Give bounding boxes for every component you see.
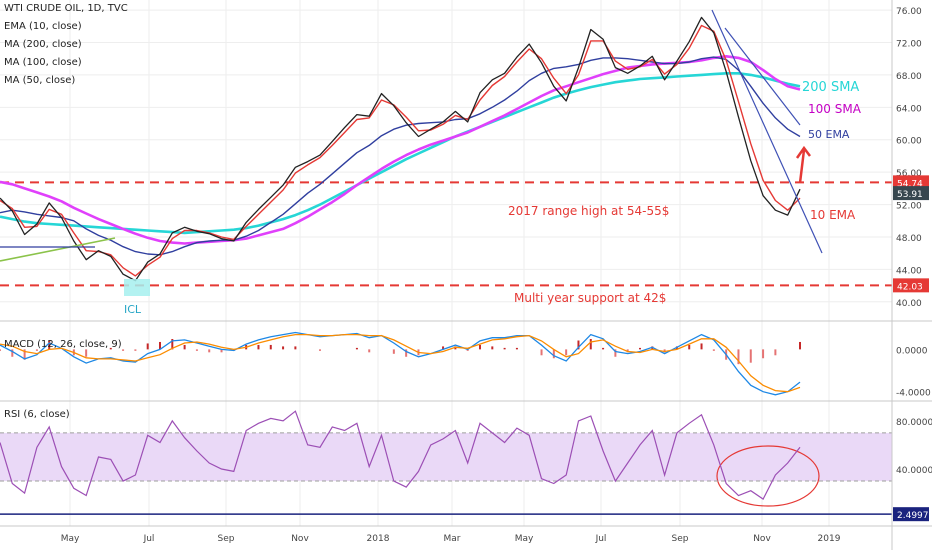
time-tick-0: May — [61, 534, 80, 544]
indicator-ma100-label[interactable]: MA (100, close) — [4, 57, 82, 68]
price-tick-7: 48.00 — [896, 234, 922, 244]
time-tick-6: May — [515, 534, 534, 544]
ema50-annotation: 50 EMA — [808, 128, 850, 141]
time-tick-4: 2018 — [367, 534, 390, 544]
range-high-annotation: 2017 range high at 54-55$ — [508, 204, 669, 218]
support-annotation: Multi year support at 42$ — [514, 291, 666, 305]
sma100-annotation: 100 SMA — [808, 102, 862, 116]
last-badge-bg — [893, 186, 929, 201]
rsi-label[interactable]: RSI (6, close) — [4, 409, 70, 420]
support-badge-bg — [893, 278, 929, 293]
indicator-ema10-label[interactable]: EMA (10, close) — [4, 21, 82, 32]
horizontal-levels — [0, 181, 892, 287]
price-tick-6: 52.00 — [896, 202, 922, 212]
symbol-label[interactable]: WTI CRUDE OIL, 1D, TVC — [4, 3, 128, 14]
price-tick-0: 76.00 — [896, 7, 922, 17]
resistance-badge-bg — [893, 175, 929, 190]
price-tick-5: 56.00 — [896, 169, 922, 179]
annotations-group: ICL 2017 range high at 54-55$ Multi year… — [0, 9, 862, 507]
icl-box — [124, 279, 150, 296]
time-tick-3: Nov — [291, 534, 309, 544]
support-badge-label: 42.03 — [897, 282, 923, 292]
macd-panel: 0.0000 -4.0000 — [0, 331, 931, 399]
macd-line — [0, 331, 801, 396]
macd-label[interactable]: MACD (12, 26, close, 9) — [4, 339, 122, 350]
macd-tick-1: -4.0000 — [896, 389, 931, 399]
time-tick-1: Jul — [143, 534, 155, 544]
indicator-ma50-label[interactable]: MA (50, close) — [4, 75, 76, 86]
rsi-panel: 2.4997 80.0000 40.0000 — [0, 410, 932, 522]
rsi-tick-1: 40.0000 — [896, 466, 932, 476]
price-tick-1: 72.00 — [896, 40, 922, 50]
time-axis[interactable]: May Jul Sep Nov 2018 Mar May Jul Sep Nov 2019 — [61, 534, 841, 544]
series-ema-10 — [0, 24, 801, 277]
price-tick-3: 64.00 — [896, 104, 922, 114]
time-tick-8: Sep — [672, 534, 689, 544]
price-tick-8: 44.00 — [896, 266, 922, 276]
macd-tick-0: 0.0000 — [896, 346, 928, 356]
price-series-group — [0, 16, 801, 282]
rsi-tick-0: 80.0000 — [896, 418, 932, 428]
trendline-upper — [711, 9, 823, 254]
time-tick-7: Jul — [595, 534, 607, 544]
price-tick-4: 60.00 — [896, 137, 922, 147]
ema10-annotation: 10 EMA — [810, 208, 856, 222]
sma200-annotation: 200 SMA — [802, 80, 859, 95]
trendline-lower — [724, 27, 801, 126]
time-tick-9: Nov — [753, 534, 771, 544]
rsi-line — [0, 410, 801, 500]
price-tick-9: 40.00 — [896, 299, 922, 309]
price-tick-2: 68.00 — [896, 72, 922, 82]
red-up-arrow-icon — [795, 145, 811, 184]
series-ma-50 — [0, 56, 801, 256]
macd-signal-line — [0, 333, 801, 393]
indicator-ma200-label[interactable]: MA (200, close) — [4, 39, 82, 50]
icl-label: ICL — [124, 303, 142, 316]
rsi-blue-badge-bg — [893, 507, 929, 522]
rsi-band — [0, 432, 892, 482]
last-badge-label: 53.91 — [897, 190, 923, 200]
rsi-blue-badge-label: 2.4997 — [897, 511, 929, 521]
time-tick-10: 2019 — [818, 534, 841, 544]
time-tick-2: Sep — [218, 534, 235, 544]
trendline-rising — [0, 237, 116, 262]
rsi-divergence-ellipse — [716, 445, 820, 507]
time-tick-5: Mar — [444, 534, 461, 544]
resistance-badge-label: 54.74 — [897, 179, 923, 189]
price-axis[interactable]: 76.00 72.00 68.00 64.00 60.00 56.00 52.00 48.00… — [896, 7, 922, 309]
